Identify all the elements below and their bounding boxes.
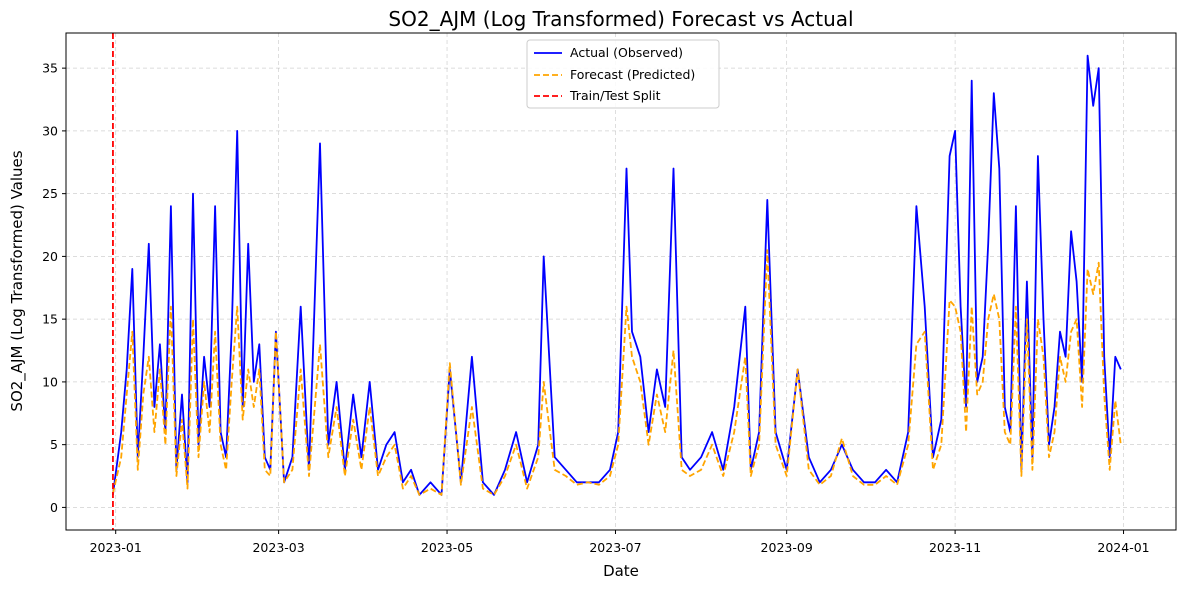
legend-label-actual: Actual (Observed): [570, 45, 683, 60]
series-line-actual: [112, 54, 1122, 496]
legend-box: [526, 39, 720, 109]
y-tick-label: 30: [42, 123, 58, 138]
legend: Actual (Observed) Forecast (Predicted) T…: [526, 39, 720, 109]
x-tick-label: 2024-01: [1097, 540, 1149, 555]
x-tick-label: 2023-01: [90, 540, 142, 555]
y-tick-label: 15: [42, 312, 58, 327]
x-tick-label: 2023-09: [761, 540, 813, 555]
grid-lines: [66, 33, 1176, 530]
x-axis: 2023-01 2023-03 2023-05 2023-07 2023-09 2023-…: [90, 530, 1150, 555]
y-axis-label: SO2_AJM (Log Transformed) Values: [8, 150, 27, 411]
legend-label-forecast: Forecast (Predicted): [570, 67, 695, 82]
y-tick-label: 35: [42, 61, 58, 76]
y-axis: 0 5 10 15 20 25 30 35: [42, 61, 66, 515]
chart-title: SO2_AJM (Log Transformed) Forecast vs Ac…: [388, 7, 853, 31]
y-tick-label: 20: [42, 249, 58, 264]
series-line-forecast: [112, 249, 1122, 496]
x-tick-label: 2023-11: [929, 540, 981, 555]
y-tick-label: 0: [50, 500, 58, 515]
x-tick-label: 2023-07: [589, 540, 641, 555]
x-axis-label: Date: [603, 562, 639, 580]
y-tick-label: 5: [50, 437, 58, 452]
y-tick-label: 10: [42, 374, 58, 389]
x-tick-label: 2023-03: [252, 540, 304, 555]
x-tick-label: 2023-05: [421, 540, 473, 555]
y-tick-label: 25: [42, 186, 58, 201]
plot-area: [112, 33, 1122, 530]
legend-label-split: Train/Test Split: [569, 88, 661, 103]
axes-frame: [65, 32, 1177, 531]
